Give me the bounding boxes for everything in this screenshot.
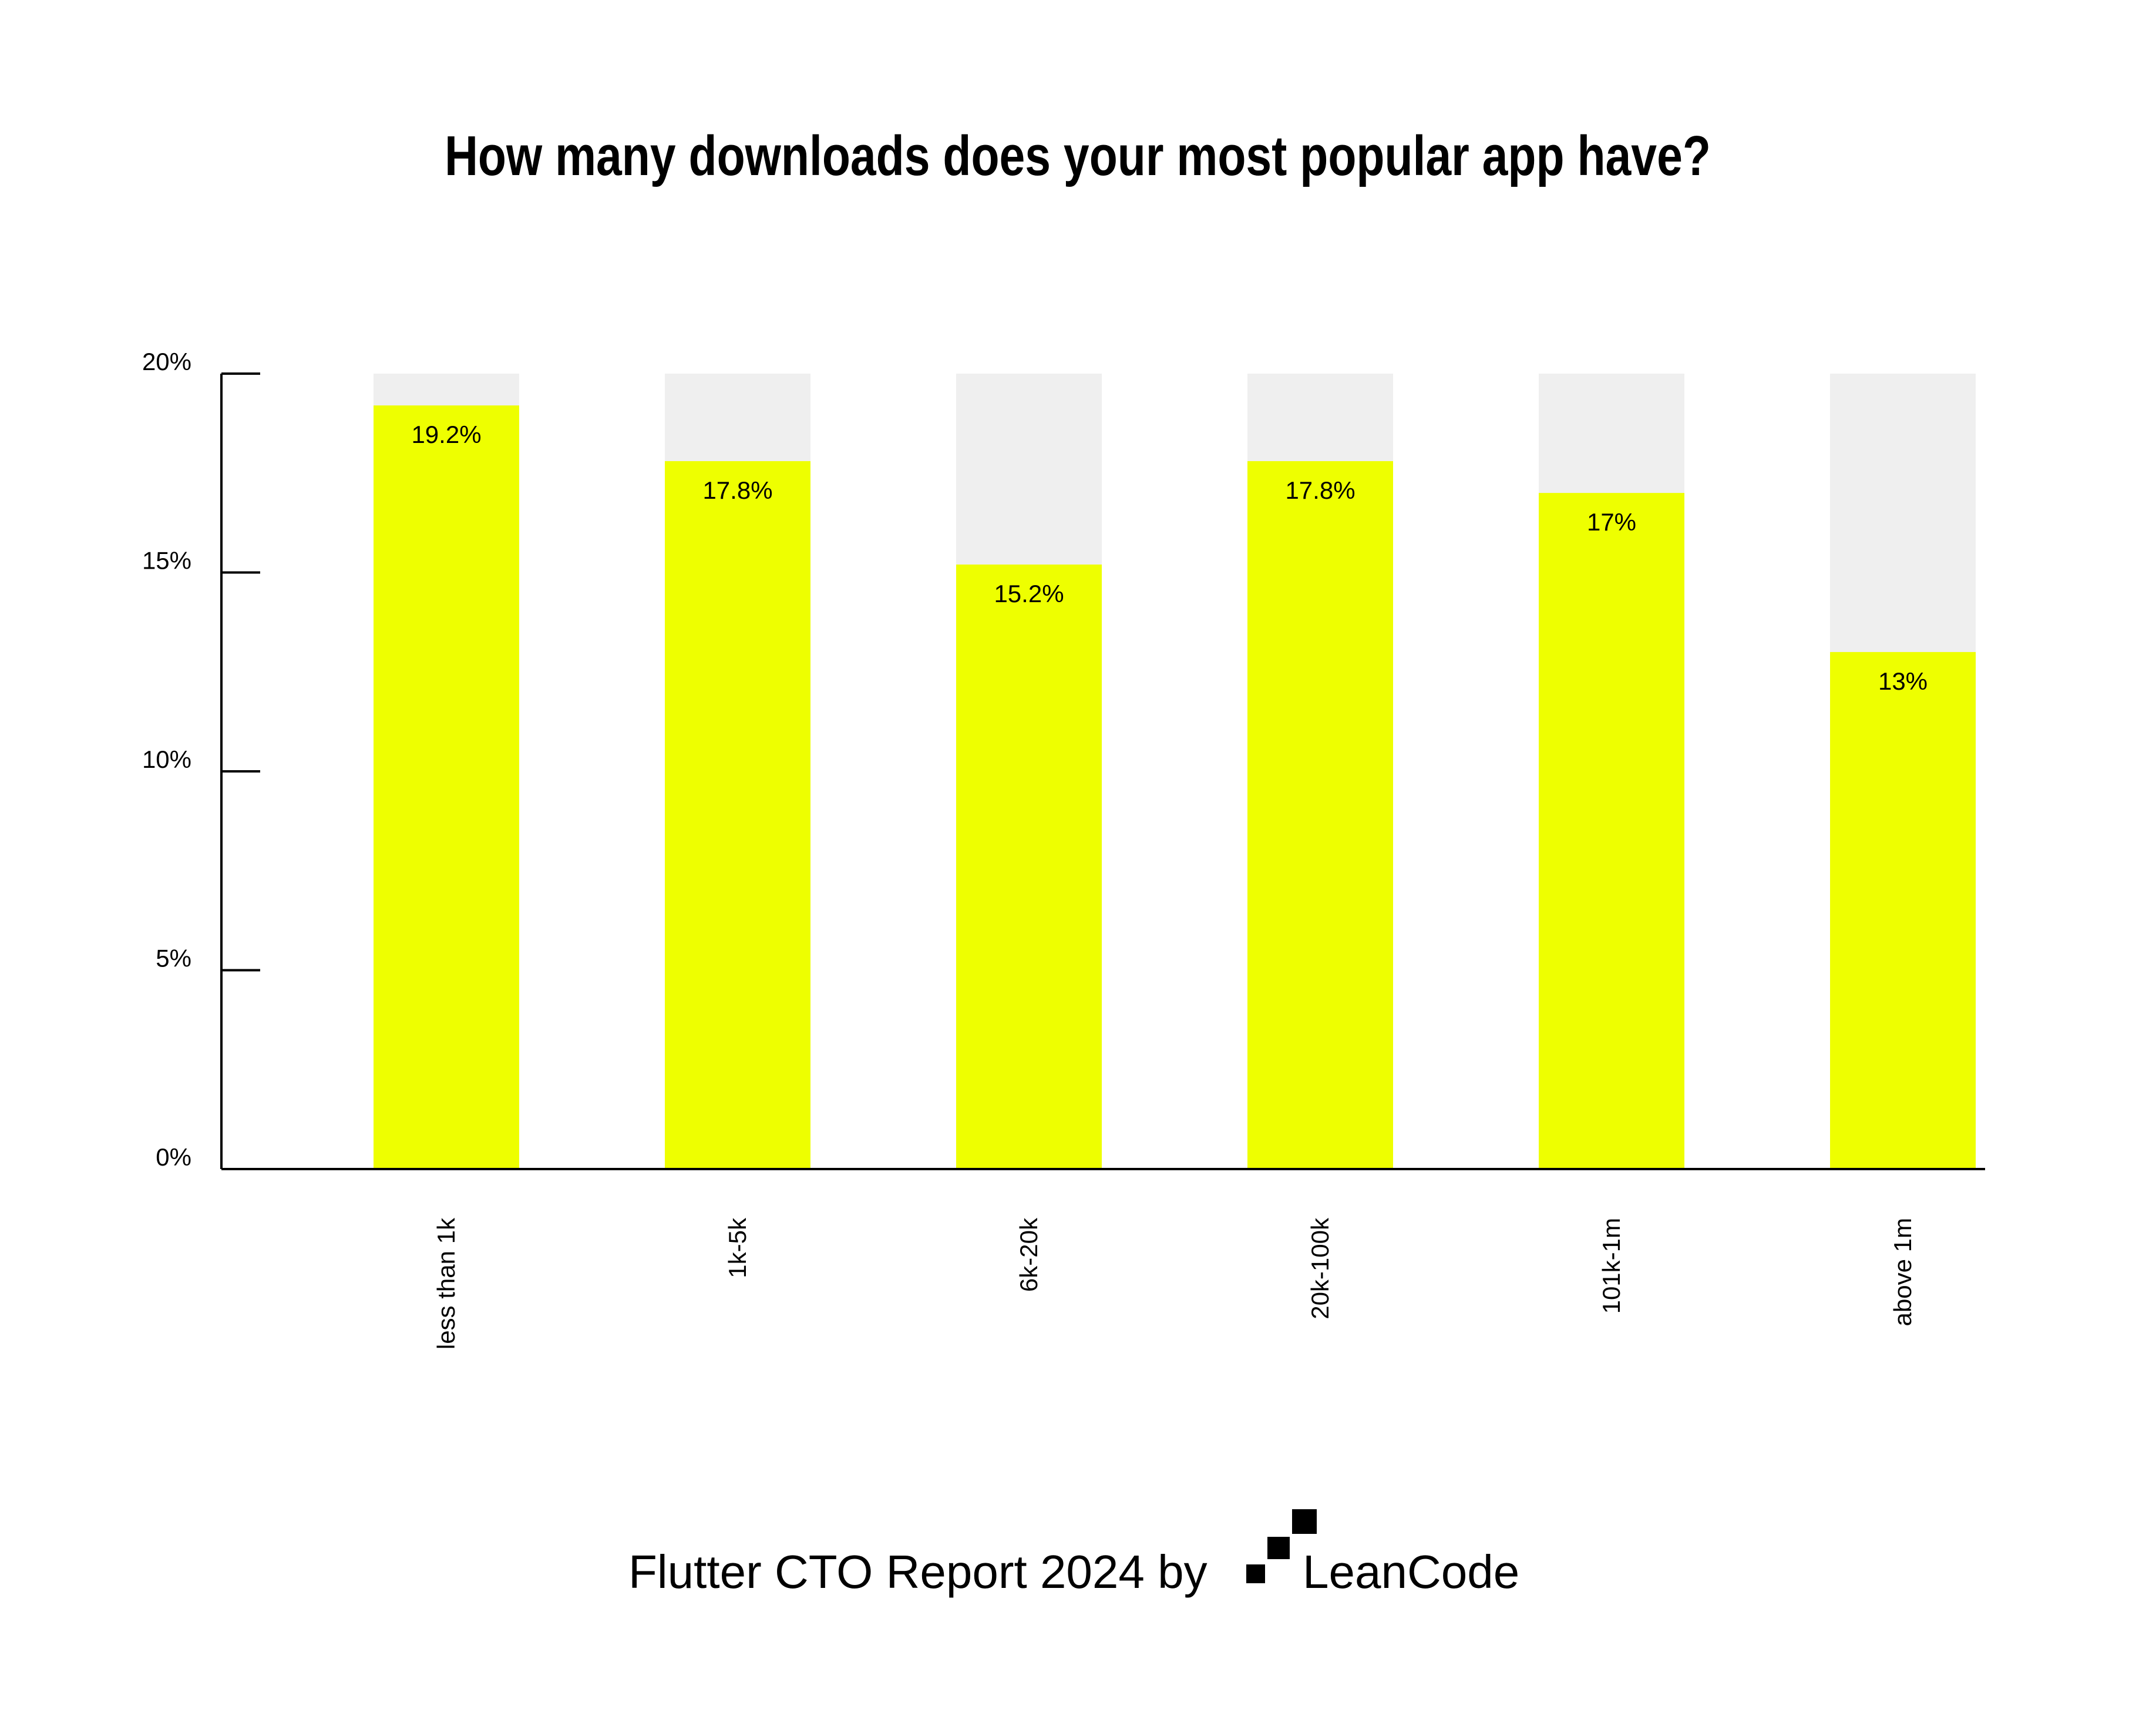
- chart-title: How many downloads does your most popula…: [445, 125, 1711, 187]
- data-label: 17%: [1587, 508, 1636, 536]
- data-label: 17.8%: [1285, 476, 1355, 504]
- footer: Flutter CTO Report 2024 by LeanCode: [628, 1509, 1519, 1598]
- leancode-logo-icon: [1246, 1509, 1317, 1583]
- bar: [665, 461, 810, 1170]
- footer-brand: LeanCode: [1303, 1546, 1519, 1598]
- x-tick-label: 1k-5k: [724, 1217, 751, 1278]
- bar: [1830, 652, 1976, 1169]
- labels-layer: 19.2% less than 1k 17.8% 1k-5k 15.2% 6k-20k 17…: [142, 348, 1928, 1349]
- y-tick-label: 20%: [142, 348, 191, 375]
- bar: [956, 564, 1102, 1170]
- x-tick-label: above 1m: [1889, 1218, 1916, 1326]
- bar: [374, 405, 519, 1170]
- x-tick-label: 101k-1m: [1597, 1218, 1625, 1314]
- bars-layer: [374, 374, 1976, 1170]
- y-tick-label: 5%: [156, 945, 191, 972]
- y-tick-label: 0%: [156, 1143, 191, 1171]
- data-label: 17.8%: [702, 476, 772, 504]
- bar: [1247, 461, 1393, 1170]
- data-label: 19.2%: [411, 421, 481, 448]
- x-tick-label: 20k-100k: [1306, 1217, 1334, 1319]
- y-tick-label: 15%: [142, 547, 191, 575]
- data-label: 15.2%: [994, 580, 1064, 607]
- footer-text: Flutter CTO Report 2024 by: [628, 1546, 1208, 1598]
- axes-layer: [220, 372, 1985, 1170]
- x-tick-label: less than 1k: [432, 1217, 460, 1349]
- x-tick-label: 6k-20k: [1015, 1217, 1042, 1292]
- data-label: 13%: [1878, 667, 1928, 695]
- bar: [1539, 493, 1684, 1169]
- y-tick-label: 10%: [142, 745, 191, 773]
